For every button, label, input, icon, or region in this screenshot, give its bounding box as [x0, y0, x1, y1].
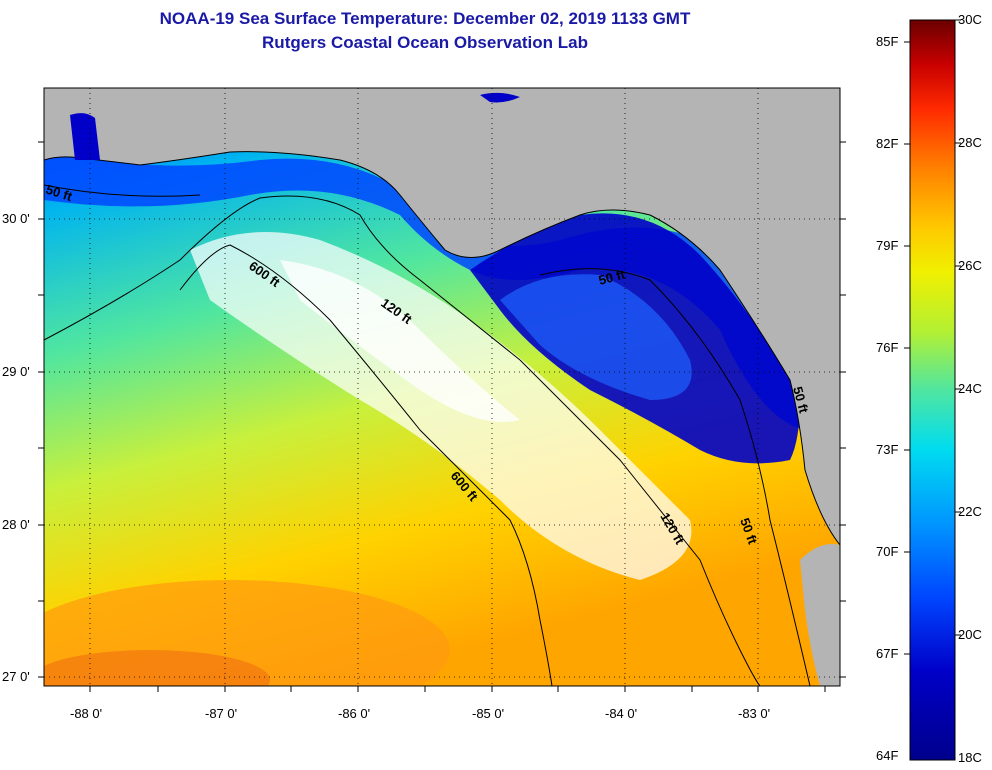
- colorbar-f-label: 76F: [876, 340, 899, 355]
- contour-600ft: [179, 244, 553, 686]
- colorbar-c-label: 26C: [958, 258, 982, 273]
- inland-lake: [480, 92, 520, 103]
- lon-label: -87 0': [205, 706, 238, 721]
- lat-label: 29 0': [2, 364, 30, 379]
- contour-label: 50 ft: [790, 385, 812, 415]
- lon-label: -85 0': [472, 706, 505, 721]
- cloud-cover: [280, 260, 520, 422]
- coastline: [44, 151, 840, 546]
- axis-ticks: [38, 141, 846, 692]
- colorbar-c-label: 28C: [958, 135, 982, 150]
- contour-120ft: [44, 195, 761, 686]
- colorbar-ticks: [904, 19, 961, 655]
- colorbar-c-label: 20C: [958, 627, 982, 642]
- colorbar-f-label: 64F: [876, 748, 899, 763]
- mobile-bay: [70, 113, 100, 160]
- colorbar-c-label: 22C: [958, 504, 982, 519]
- colorbar-f-label: 73F: [876, 442, 899, 457]
- lat-label: 30 0': [2, 211, 30, 226]
- page-subtitle: Rutgers Coastal Ocean Observation Lab: [262, 33, 588, 52]
- land: [44, 88, 840, 545]
- lon-label: -84 0': [605, 706, 638, 721]
- colorbar-f-label: 70F: [876, 544, 899, 559]
- shelf-water: [500, 274, 692, 400]
- contour-50ft: [44, 184, 811, 686]
- cloud-cover: [190, 232, 692, 580]
- colorbar-f-label: 67F: [876, 646, 899, 661]
- map-frame: [43, 87, 841, 687]
- contour-label: 50 ft: [597, 266, 627, 288]
- colorbar-f-label: 79F: [876, 238, 899, 253]
- page-title: NOAA-19 Sea Surface Temperature: Decembe…: [159, 9, 691, 28]
- colorbar-f-label: 85F: [876, 34, 899, 49]
- lat-label: 27 0': [2, 669, 30, 684]
- colorbar-c-label: 18C: [958, 750, 982, 765]
- colorbar-c-label: 24C: [958, 381, 982, 396]
- map-panel: 50 ft 600 ft 120 ft 50 ft 600 ft 120 ft …: [44, 88, 840, 686]
- colorbar-c-label: 30C: [958, 12, 982, 27]
- land-peninsula: [800, 544, 840, 686]
- lon-label: -83 0': [738, 706, 771, 721]
- colorbar: [909, 19, 956, 761]
- warm-water-patch: [44, 580, 450, 686]
- lon-label: -88 0': [70, 706, 103, 721]
- warm-water-patch: [44, 650, 270, 686]
- colorbar-f-label: 82F: [876, 136, 899, 151]
- lon-label: -86 0': [338, 706, 371, 721]
- lat-label: 28 0': [2, 517, 30, 532]
